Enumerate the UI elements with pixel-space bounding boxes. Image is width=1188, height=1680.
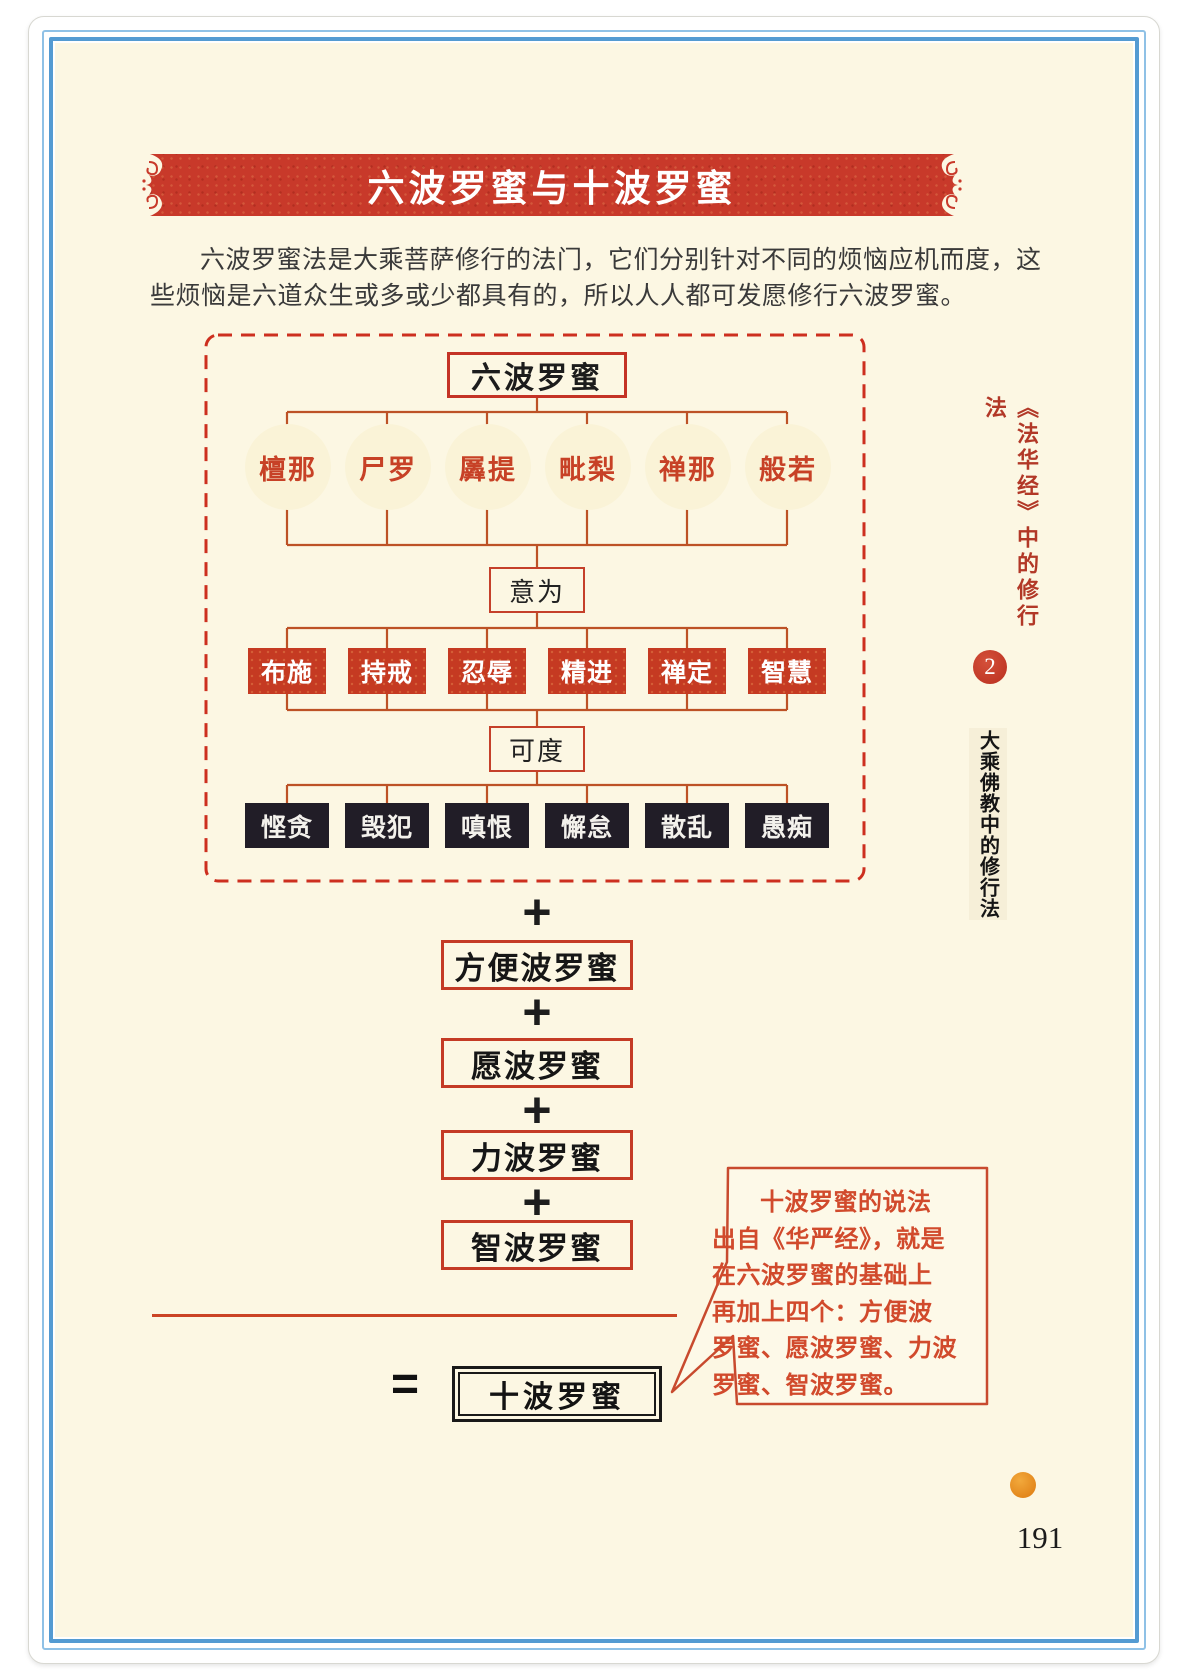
orange-dot-ornament — [1010, 1472, 1036, 1498]
callout-bubble — [670, 1166, 989, 1406]
node-extra-paramita: 方便波罗蜜 — [441, 940, 633, 990]
node-virtue: 智慧 — [748, 648, 826, 694]
node-extra-paramita: 智波罗蜜 — [441, 1220, 633, 1270]
node-six-paramitas: 六波罗蜜 — [447, 352, 627, 398]
sanskrit-label: 般若 — [759, 454, 817, 485]
chapter-title-vertical: 大乘佛教中的修行法 — [976, 729, 999, 919]
ten-paramitas-label: 十波罗蜜 — [458, 1372, 656, 1416]
diagram-connector-lines — [285, 396, 789, 803]
node-virtue: 持戒 — [348, 648, 426, 694]
title-banner: 六波罗蜜与十波罗蜜 — [138, 154, 966, 216]
callout-line: 再加上四个：方便波 — [712, 1298, 933, 1326]
node-sanskrit-circle: 毗梨 — [545, 424, 631, 510]
series-title-vertical: 《法华经》中的修行法 — [982, 396, 1039, 630]
node-virtue: 精进 — [548, 648, 626, 694]
sanskrit-label: 尸罗 — [359, 454, 417, 485]
chapter-title-block: 大乘佛教中的修行法 — [969, 728, 1007, 920]
node-extra-paramita: 愿波罗蜜 — [441, 1038, 633, 1088]
node-cure-link: 可度 — [489, 726, 585, 772]
plus-sign: + — [522, 984, 552, 1040]
node-virtue: 忍辱 — [448, 648, 526, 694]
chapter-number-badge: 2 — [973, 650, 1007, 684]
node-affliction: 悭贪 — [245, 803, 329, 848]
callout-note: 十波罗蜜的说法 出自《华严经》，就是 在六波罗蜜的基础上 再加上四个：方便波 罗… — [712, 1185, 972, 1404]
banner-scroll-ornament-right — [941, 154, 966, 216]
node-sanskrit-circle: 般若 — [745, 424, 831, 510]
node-extra-paramita: 力波罗蜜 — [441, 1130, 633, 1180]
sum-divider-line — [152, 1314, 677, 1317]
callout-line: 罗蜜、智波罗蜜。 — [712, 1371, 908, 1399]
node-affliction: 毁犯 — [345, 803, 429, 848]
plus-sign: + — [522, 1082, 552, 1138]
sanskrit-label: 毗梨 — [559, 454, 617, 485]
page-title: 六波罗蜜与十波罗蜜 — [367, 168, 737, 209]
node-affliction: 愚痴 — [745, 803, 829, 848]
banner-scroll-ornament-left — [138, 154, 163, 216]
plus-sign: + — [522, 884, 552, 940]
sanskrit-label: 檀那 — [259, 454, 317, 485]
callout-line: 在六波罗蜜的基础上 — [712, 1262, 933, 1289]
inner-blue-frame — [49, 37, 1139, 1643]
node-sanskrit-circle: 禅那 — [645, 424, 731, 510]
outer-blue-frame — [42, 30, 1146, 1650]
equals-sign: = — [390, 1358, 420, 1411]
node-meaning-link: 意为 — [489, 567, 585, 613]
sanskrit-label: 羼提 — [459, 454, 517, 485]
page-number: 191 — [1016, 1520, 1064, 1555]
node-affliction: 嗔恨 — [445, 803, 529, 848]
callout-line: 十波罗蜜的说法 — [760, 1189, 932, 1216]
node-virtue: 禅定 — [648, 648, 726, 694]
callout-line: 出自《华严经》，就是 — [712, 1225, 945, 1253]
callout-line: 罗蜜、愿波罗蜜、力波 — [712, 1335, 957, 1362]
node-ten-paramitas: 十波罗蜜 — [452, 1366, 662, 1422]
sanskrit-label: 禅那 — [659, 454, 717, 485]
node-affliction: 懈怠 — [545, 803, 629, 848]
intro-paragraph: 六波罗蜜法是大乘菩萨修行的法门，它们分别针对不同的烦恼应机而度，这些烦恼是六道众… — [150, 246, 1042, 310]
node-affliction: 散乱 — [645, 803, 729, 848]
node-sanskrit-circle: 尸罗 — [345, 424, 431, 510]
node-sanskrit-circle: 羼提 — [445, 424, 531, 510]
plus-sign: + — [522, 1174, 552, 1230]
node-virtue: 布施 — [248, 648, 326, 694]
node-sanskrit-circle: 檀那 — [245, 424, 331, 510]
